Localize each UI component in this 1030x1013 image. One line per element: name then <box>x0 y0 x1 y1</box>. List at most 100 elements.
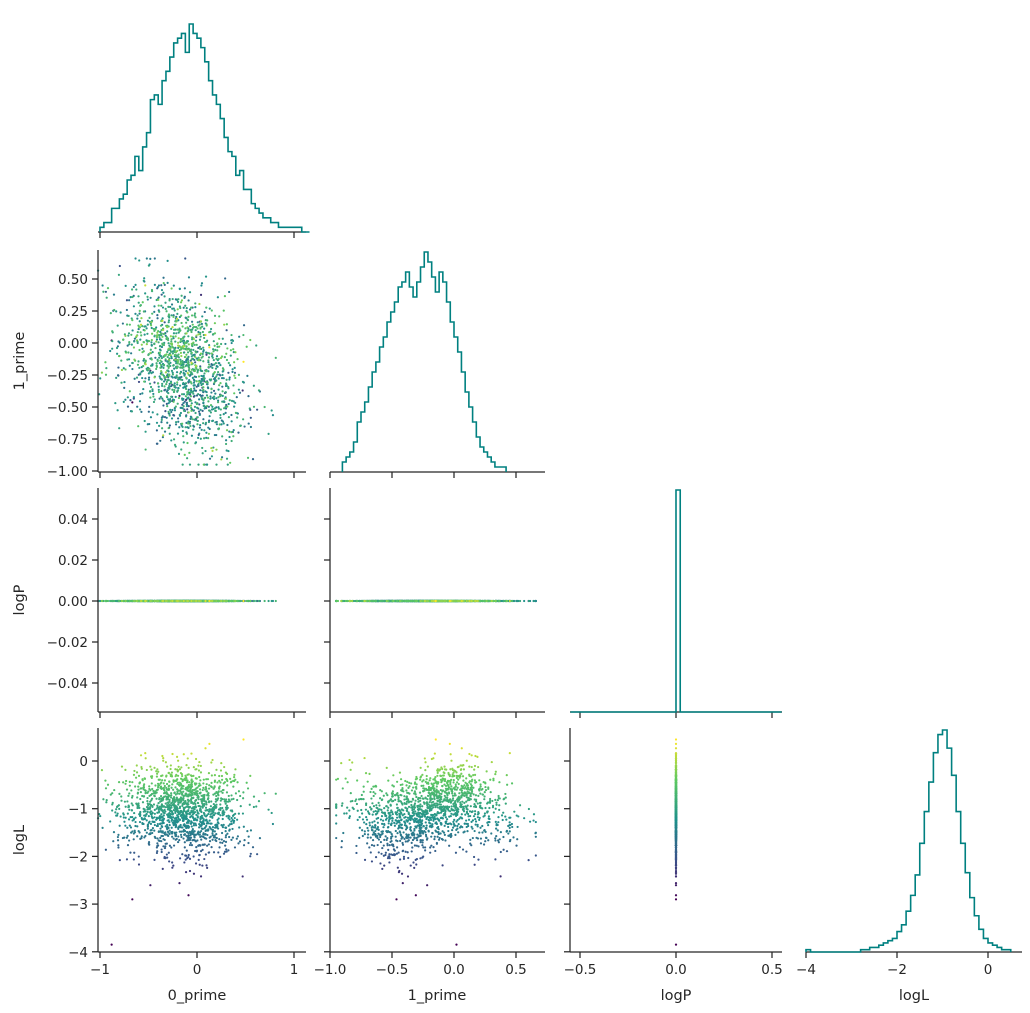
scatter-point <box>226 347 229 350</box>
scatter-point <box>216 296 219 299</box>
scatter-point <box>274 599 277 603</box>
scatter-point <box>172 315 175 319</box>
scatter-point <box>197 356 200 359</box>
scatter-point <box>170 369 174 372</box>
scatter-point <box>186 326 189 329</box>
scatter-point <box>220 599 223 603</box>
scatter-point <box>131 295 134 299</box>
scatter-point <box>190 843 194 847</box>
scatter-point <box>190 406 193 410</box>
scatter-point <box>137 863 141 866</box>
scatter-point <box>241 380 245 383</box>
scatter-point <box>176 360 180 363</box>
scatter-point <box>185 421 188 425</box>
scatter-point <box>126 396 129 399</box>
scatter-point <box>214 421 217 424</box>
scatter-point <box>195 343 198 346</box>
scatter-point <box>184 257 187 260</box>
scatter-point <box>170 314 173 317</box>
scatter-point <box>252 384 255 387</box>
scatter-point <box>228 435 231 439</box>
scatter-point <box>168 424 171 427</box>
scatter-point <box>185 345 188 348</box>
scatter-point <box>198 426 201 429</box>
scatter-point <box>186 599 189 603</box>
scatter-point <box>208 344 211 347</box>
scatter-point <box>197 410 201 413</box>
scatter-point <box>188 291 192 294</box>
scatter-point <box>150 326 153 330</box>
scatter-point <box>246 374 249 377</box>
scatter-point <box>255 599 258 603</box>
scatter-point <box>174 353 177 357</box>
scatter-point <box>176 389 180 392</box>
scatter-point <box>126 834 129 837</box>
scatter-point <box>157 839 160 842</box>
scatter-point <box>193 418 196 421</box>
scatter-point <box>157 388 160 391</box>
scatter-point <box>211 599 214 603</box>
scatter-point <box>216 349 219 352</box>
scatter-point <box>187 348 191 351</box>
scatter-point <box>238 826 241 829</box>
scatter-point <box>190 599 193 603</box>
scatter-point <box>201 409 204 413</box>
scatter-point <box>194 364 198 367</box>
scatter-point <box>241 875 244 878</box>
scatter-point <box>140 334 143 337</box>
scatter-point <box>139 599 143 603</box>
scatter-point <box>160 338 163 341</box>
scatter-point <box>137 599 141 603</box>
scatter-point <box>160 356 163 360</box>
scatter-point <box>224 391 227 394</box>
scatter-point <box>175 355 178 358</box>
scatter-point <box>116 345 120 348</box>
scatter-point <box>143 380 146 383</box>
scatter-point <box>189 380 192 383</box>
scatter-point <box>184 327 187 330</box>
scatter-point <box>198 853 201 857</box>
scatter-point <box>211 449 214 452</box>
scatter-point <box>137 301 140 304</box>
scatter-point <box>171 352 174 355</box>
scatter-point <box>193 314 196 317</box>
scatter-point <box>242 825 245 828</box>
scatter-point <box>166 330 169 333</box>
scatter-point <box>184 316 188 319</box>
scatter-point <box>165 375 168 379</box>
scatter-point <box>179 411 183 415</box>
scatter-point <box>234 351 237 354</box>
scatter-point <box>165 402 168 405</box>
scatter-point <box>181 403 184 406</box>
scatter-point <box>202 360 205 363</box>
scatter-point <box>131 329 134 332</box>
scatter-point <box>146 319 150 322</box>
scatter-point <box>527 599 531 603</box>
scatter-point <box>230 341 233 345</box>
scatter-point <box>207 359 210 362</box>
scatter-point <box>109 349 112 353</box>
scatter-point <box>163 415 167 419</box>
scatter-point <box>215 355 219 358</box>
scatter-point <box>247 422 250 425</box>
scatter-point <box>200 284 203 287</box>
scatter-point <box>498 599 501 603</box>
scatter-point <box>474 599 477 603</box>
scatter-point <box>174 405 177 408</box>
scatter-point <box>185 332 188 335</box>
scatter-point <box>114 402 117 405</box>
scatter-point <box>130 333 133 336</box>
scatter-point <box>185 321 188 324</box>
scatter-point <box>190 314 194 317</box>
scatter-point <box>137 325 141 328</box>
scatter-point <box>126 344 129 347</box>
y-tick-label: 0.04 <box>58 512 88 528</box>
scatter-point <box>120 359 123 362</box>
scatter-point <box>118 824 121 827</box>
scatter-point <box>212 446 215 449</box>
scatter-point <box>233 846 237 849</box>
scatter-point <box>217 370 220 374</box>
scatter-point <box>233 374 236 377</box>
scatter-point <box>149 351 152 354</box>
scatter-point <box>184 854 187 857</box>
